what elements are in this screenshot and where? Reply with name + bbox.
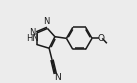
Text: N: N (54, 73, 61, 82)
Text: HN: HN (26, 34, 39, 43)
Text: N: N (43, 17, 50, 26)
Text: N: N (29, 28, 36, 37)
Text: O: O (98, 34, 105, 43)
